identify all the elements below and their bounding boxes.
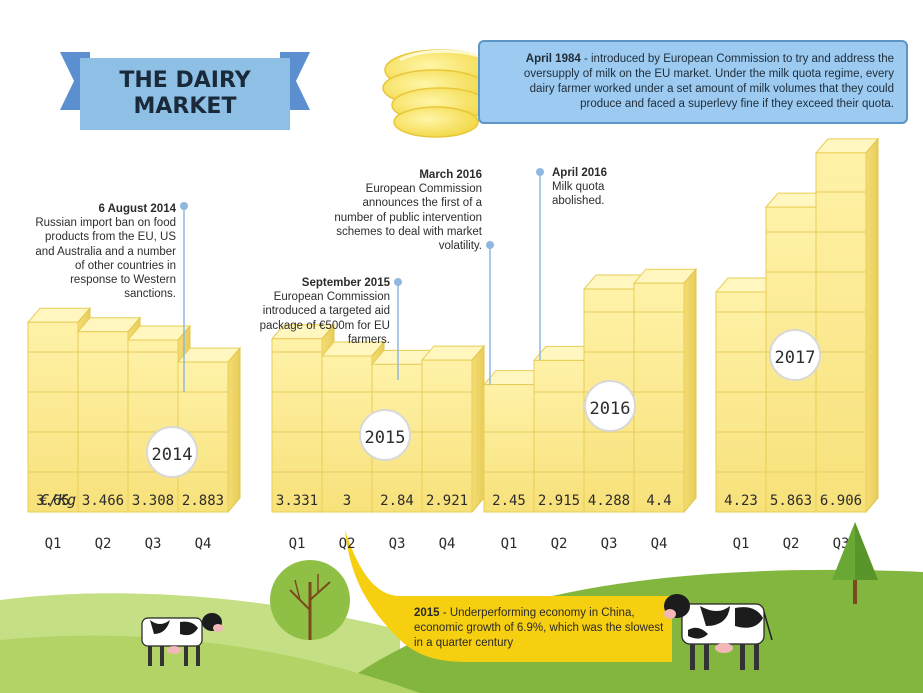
quarter-label: Q3 bbox=[389, 536, 406, 552]
bar-value-label: 5.863 bbox=[770, 493, 812, 509]
year-badge-2014: 2014 bbox=[146, 426, 198, 478]
bar bbox=[532, 345, 598, 514]
china-date: 2015 bbox=[414, 607, 440, 619]
year-badge-2015: 2015 bbox=[359, 409, 411, 461]
event-date: 6 August 2014 bbox=[98, 203, 176, 215]
bar-value-label: 3.331 bbox=[276, 493, 318, 509]
pine-tree-icon bbox=[832, 522, 878, 604]
event-text: European Commission announces the first … bbox=[334, 183, 482, 253]
event-text: Russian import ban on food products from… bbox=[35, 217, 176, 301]
china-note: 2015 - Underperforming economy in China,… bbox=[414, 606, 664, 651]
quarter-label: Q3 bbox=[601, 536, 618, 552]
bar-value-label: 2.45 bbox=[492, 493, 526, 509]
year-badge-2017: 2017 bbox=[769, 329, 821, 381]
event-text: European Commission introduced a targete… bbox=[259, 291, 390, 346]
event-pin-apr-2016 bbox=[536, 168, 544, 360]
bar-value-label: 2.84 bbox=[380, 493, 414, 509]
quarter-label: Q1 bbox=[289, 536, 306, 552]
quarter-label: Q2 bbox=[95, 536, 112, 552]
quota-text: - introduced by European Commission to t… bbox=[523, 53, 894, 110]
event-note-mar-2016: March 2016 European Commission announces… bbox=[334, 168, 482, 253]
event-pin-sep-2015 bbox=[394, 278, 402, 380]
bar-value-label: 6.906 bbox=[820, 493, 862, 509]
quarter-label: Q4 bbox=[439, 536, 456, 552]
bar-value-label: 4.4 bbox=[646, 493, 671, 509]
bare-tree-icon bbox=[270, 560, 350, 640]
bar bbox=[176, 346, 242, 514]
value-labels: 3.65 3.466 3.308 2.883 3.331 3 2.84 2.921 2.45 2.… bbox=[36, 493, 862, 509]
bar-value-label: 3.466 bbox=[82, 493, 124, 509]
event-date: April 2016 bbox=[552, 167, 607, 179]
quarter-label: Q2 bbox=[339, 536, 356, 552]
quarter-label: Q3 bbox=[145, 536, 162, 552]
quarter-label: Q1 bbox=[45, 536, 62, 552]
title-line-2: MARKET bbox=[133, 94, 237, 119]
bar-value-label: 4.23 bbox=[724, 493, 758, 509]
event-note-sep-2015: September 2015 European Commission intro… bbox=[236, 276, 390, 347]
quarter-label: Q2 bbox=[551, 536, 568, 552]
quarter-labels: Q1 Q2 Q3 Q4 Q1 Q2 Q3 Q4 Q1 Q2 Q3 Q4 Q1 Q2 Q3 bbox=[45, 536, 850, 552]
bar-value-label: 4.288 bbox=[588, 493, 630, 509]
quarter-label: Q1 bbox=[501, 536, 518, 552]
event-note-aug-2014: 6 August 2014 Russian import ban on food… bbox=[28, 202, 176, 301]
bar bbox=[420, 344, 486, 514]
cow-icon bbox=[141, 613, 223, 666]
quota-info-box: April 1984 - introduced by European Comm… bbox=[478, 40, 908, 124]
event-date: September 2015 bbox=[301, 277, 390, 289]
unit-label: €/Kg bbox=[39, 491, 76, 509]
bar-value-label: 2.883 bbox=[182, 493, 224, 509]
quarter-label: Q4 bbox=[195, 536, 212, 552]
quarter-label: Q2 bbox=[783, 536, 800, 552]
bar-value-label: 3 bbox=[343, 493, 351, 509]
title-line-1: THE DAIRY bbox=[119, 68, 251, 93]
bar bbox=[814, 137, 880, 514]
bar bbox=[632, 267, 698, 514]
bar-value-label: 2.921 bbox=[426, 493, 468, 509]
bar-value-label: 3.308 bbox=[132, 493, 174, 509]
year-label-2014: 2014 bbox=[152, 445, 193, 465]
china-text: - Underperforming economy in China, econ… bbox=[414, 607, 664, 649]
year-label-2015: 2015 bbox=[365, 428, 406, 448]
china-callout-shape bbox=[345, 530, 672, 662]
event-pin-2014 bbox=[180, 202, 188, 392]
quota-date: April 1984 bbox=[525, 53, 581, 65]
cow-icon bbox=[664, 594, 773, 670]
event-date: March 2016 bbox=[419, 169, 482, 181]
quarter-label: Q1 bbox=[733, 536, 750, 552]
year-label-2016: 2016 bbox=[590, 399, 631, 419]
event-note-apr-2016: April 2016 Milk quota abolished. bbox=[552, 166, 622, 209]
bar-value-label: 3.65 bbox=[36, 493, 70, 509]
event-text: Milk quota abolished. bbox=[552, 181, 605, 208]
page-title: THE DAIRY MARKET bbox=[80, 58, 290, 130]
quarter-label: Q4 bbox=[651, 536, 668, 552]
year-badge-2016: 2016 bbox=[584, 380, 636, 432]
year-label-2017: 2017 bbox=[775, 348, 816, 368]
bar-value-label: 2.915 bbox=[538, 493, 580, 509]
event-pin-mar-2016 bbox=[486, 241, 494, 385]
